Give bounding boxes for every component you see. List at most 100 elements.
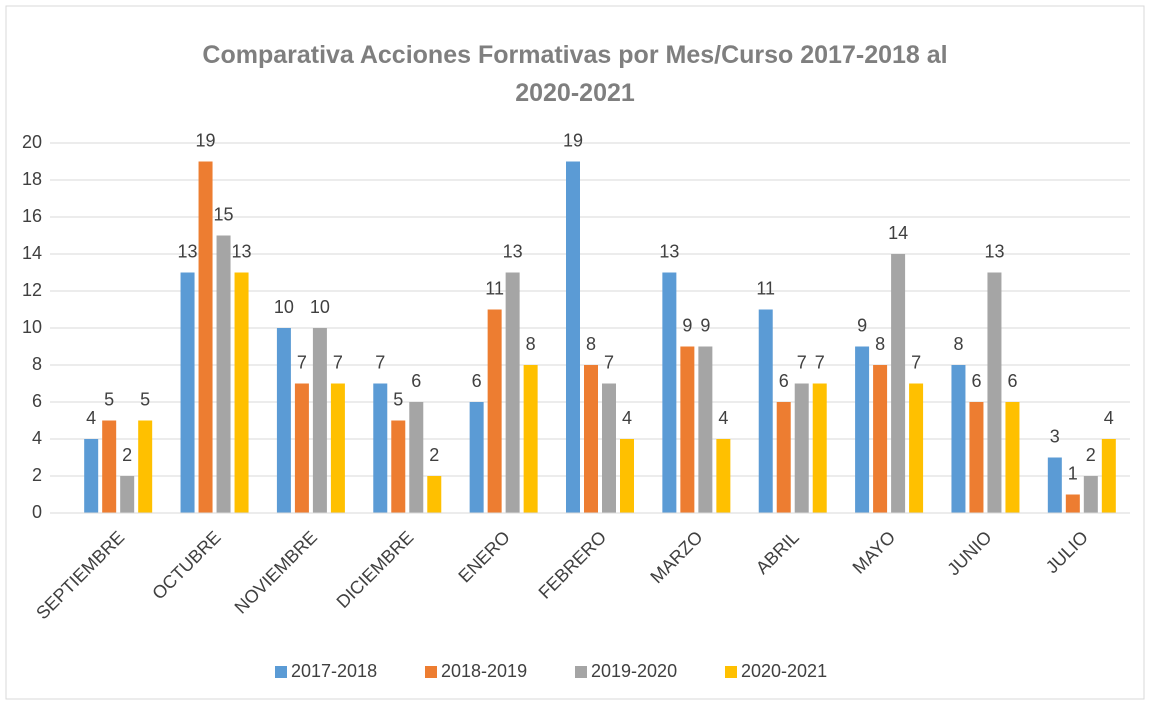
data-label: 6 (411, 371, 421, 391)
data-label: 2 (1086, 445, 1096, 465)
bar (523, 365, 538, 513)
bar (987, 272, 1002, 513)
bar (1065, 494, 1080, 513)
legend-swatch (725, 666, 737, 678)
data-label: 5 (393, 389, 403, 409)
chart-title: Comparativa Acciones Formativas por Mes/… (202, 41, 948, 107)
data-label: 3 (1050, 426, 1060, 446)
data-label: 9 (700, 315, 710, 335)
bar (662, 272, 677, 513)
bar (855, 346, 870, 513)
bar (505, 272, 520, 513)
y-tick-label: 20 (22, 132, 42, 152)
data-label: 10 (274, 297, 294, 317)
data-label: 11 (485, 278, 504, 298)
data-label: 13 (659, 241, 679, 261)
bar (120, 476, 135, 513)
legend-label: 2020-2021 (741, 661, 827, 681)
legend-label: 2019-2020 (591, 661, 677, 681)
bar (391, 420, 406, 513)
y-tick-label: 0 (32, 502, 42, 522)
y-tick-label: 6 (32, 391, 42, 411)
data-label: 4 (622, 408, 632, 428)
bar (969, 402, 984, 513)
data-label: 9 (682, 315, 692, 335)
data-label: 2 (122, 445, 132, 465)
bar (602, 383, 616, 513)
data-label: 11 (756, 278, 775, 298)
bar (216, 235, 231, 513)
data-label: 6 (779, 371, 789, 391)
data-label: 13 (984, 241, 1004, 261)
bar (312, 328, 327, 513)
bar (487, 309, 502, 513)
y-tick-label: 8 (32, 354, 42, 374)
data-label: 14 (888, 223, 908, 243)
bar (873, 365, 888, 513)
data-label: 6 (1007, 371, 1017, 391)
data-label: 8 (875, 334, 885, 354)
bar (1047, 457, 1062, 513)
bar (294, 383, 309, 513)
legend-swatch (425, 666, 437, 678)
bar (330, 383, 345, 513)
bar (909, 383, 924, 513)
bar (234, 272, 249, 513)
data-label: 8 (586, 334, 596, 354)
data-label: 7 (604, 352, 614, 372)
legend-label: 2018-2019 (441, 661, 527, 681)
data-label: 5 (104, 389, 114, 409)
data-label: 7 (375, 352, 385, 372)
data-label: 13 (178, 241, 198, 261)
bar (812, 383, 827, 513)
bar (1101, 439, 1116, 513)
y-tick-label: 4 (32, 428, 42, 448)
data-label: 9 (857, 315, 867, 335)
bar (951, 365, 966, 513)
bar (698, 346, 713, 513)
bar (891, 254, 906, 513)
bar (566, 161, 580, 513)
bar (138, 420, 153, 513)
data-label: 7 (297, 352, 307, 372)
bar (584, 365, 598, 513)
legend-label: 2017-2018 (291, 661, 377, 681)
y-tick-label: 12 (22, 280, 42, 300)
data-label: 13 (503, 241, 523, 261)
y-tick-label: 16 (22, 206, 42, 226)
data-label: 4 (86, 408, 96, 428)
data-label: 7 (815, 352, 825, 372)
legend-swatch (275, 666, 287, 678)
bar (102, 420, 117, 513)
y-tick-label: 10 (22, 317, 42, 337)
bar (427, 476, 442, 513)
data-label: 7 (333, 352, 343, 372)
y-tick-label: 2 (32, 465, 42, 485)
data-label: 19 (563, 130, 583, 150)
y-tick-label: 14 (22, 243, 42, 263)
bar (180, 272, 195, 513)
data-label: 2 (429, 445, 439, 465)
bar (198, 161, 213, 513)
bar (620, 439, 634, 513)
bar (1005, 402, 1020, 513)
bar (84, 439, 99, 513)
data-label: 8 (526, 334, 536, 354)
bar (469, 402, 484, 513)
legend-swatch (575, 666, 587, 678)
bar (409, 402, 424, 513)
bar (1083, 476, 1098, 513)
bar (776, 402, 791, 513)
bar (276, 328, 291, 513)
data-label: 7 (797, 352, 807, 372)
data-label: 10 (310, 297, 330, 317)
data-label: 15 (214, 204, 234, 224)
data-label: 7 (911, 352, 921, 372)
data-label: 1 (1068, 463, 1078, 483)
data-label: 13 (232, 241, 252, 261)
data-label: 8 (953, 334, 963, 354)
bar (794, 383, 809, 513)
data-label: 6 (971, 371, 981, 391)
